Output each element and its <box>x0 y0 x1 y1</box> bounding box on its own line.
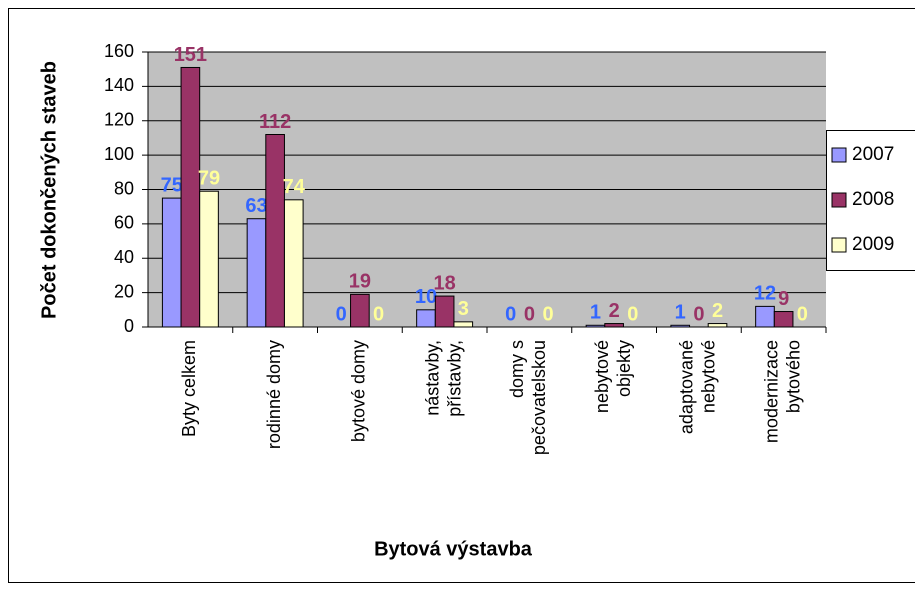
bar <box>180 66 201 328</box>
x-tick-label: bytové domy <box>349 340 369 442</box>
bar <box>773 311 794 328</box>
bar <box>707 323 728 328</box>
data-label: 74 <box>283 176 306 198</box>
data-label: 151 <box>174 44 207 66</box>
data-label: 0 <box>693 303 704 325</box>
data-label: 3 <box>458 298 469 320</box>
data-label: 0 <box>524 303 535 325</box>
bar <box>199 190 219 328</box>
x-tick-label: pečovatelskou <box>529 340 549 455</box>
x-tick-label: nebytové <box>699 340 719 413</box>
data-label: 19 <box>349 271 371 293</box>
data-label: 112 <box>259 111 291 133</box>
x-axis-title: Bytová výstavba <box>374 538 533 560</box>
legend-label: 2009 <box>852 234 894 255</box>
x-tick-label: rodinné domy <box>264 340 284 449</box>
legend-label: 2008 <box>852 189 894 210</box>
x-tick-label: modernizace <box>761 340 781 443</box>
data-label: 2 <box>712 300 723 322</box>
data-label: 18 <box>434 272 456 294</box>
y-tick-label: 100 <box>104 144 134 164</box>
legend-swatch <box>831 192 847 208</box>
legend-label: 2007 <box>852 144 894 165</box>
x-tick-label: bytového <box>783 340 803 413</box>
data-label: 1 <box>675 302 686 324</box>
y-tick-label: 140 <box>104 75 134 95</box>
bar <box>246 218 267 328</box>
bar <box>350 293 370 328</box>
bar <box>283 199 304 328</box>
bar <box>670 324 691 328</box>
y-tick-label: 160 <box>104 41 134 61</box>
x-tick-label: nebytové <box>592 340 612 413</box>
bar <box>434 295 455 328</box>
bar <box>416 309 436 328</box>
y-tick-label: 120 <box>104 110 134 130</box>
data-label: 0 <box>505 303 516 325</box>
data-label: 0 <box>373 303 384 325</box>
data-label: 0 <box>797 303 808 325</box>
bar <box>161 197 182 328</box>
data-label: 0 <box>336 303 347 325</box>
data-label: 0 <box>627 303 638 325</box>
y-tick-label: 0 <box>124 316 134 336</box>
x-tick-label: nástavby, <box>422 340 442 416</box>
data-label: 9 <box>778 288 789 310</box>
bar <box>604 323 624 328</box>
y-tick-label: 40 <box>114 247 134 267</box>
x-tick-label: Byty celkem <box>179 340 199 437</box>
data-label: 2 <box>609 300 620 322</box>
y-tick-label: 80 <box>114 178 134 198</box>
bar <box>585 324 606 328</box>
bar <box>453 321 474 328</box>
x-tick-label: adaptované <box>677 340 697 434</box>
y-tick-label: 60 <box>114 213 134 233</box>
bar <box>265 134 285 328</box>
legend-swatch <box>831 237 847 253</box>
x-tick-label: domy s <box>507 340 527 398</box>
data-label: 79 <box>198 168 220 190</box>
data-label: 63 <box>245 195 267 217</box>
legend-swatch <box>831 147 847 163</box>
data-label: 1 <box>590 302 601 324</box>
data-label: 0 <box>542 303 553 325</box>
bar <box>755 305 775 328</box>
y-axis-title: Počet dokončených staveb <box>38 61 60 319</box>
data-label: 12 <box>754 283 776 305</box>
x-tick-label: objekty <box>614 340 634 397</box>
x-tick-label: přístavby, <box>444 340 464 417</box>
data-label: 75 <box>161 174 183 196</box>
data-label: 10 <box>415 286 437 308</box>
y-tick-label: 20 <box>114 281 134 301</box>
